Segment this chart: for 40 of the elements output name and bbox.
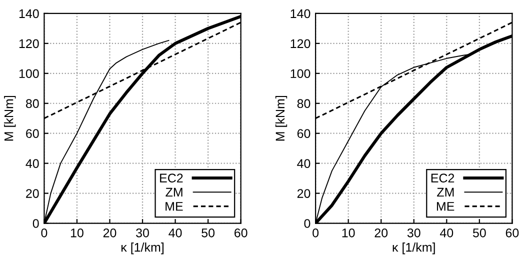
y-tick-label: 40 (26, 159, 39, 168)
y-tick-label: 140 (290, 9, 310, 18)
y-tick-label: 20 (26, 189, 39, 198)
x-tick-label: 0 (41, 228, 48, 238)
y-axis-title: M [kNm] (275, 96, 288, 141)
y-tick-label: 60 (297, 129, 310, 138)
x-tick-label: 60 (234, 228, 248, 238)
x-tick-label: 30 (136, 228, 149, 238)
y-tick-label: 80 (297, 99, 310, 108)
y-tick-label: 20 (297, 189, 310, 198)
y-tick-label: 100 (290, 69, 310, 78)
x-tick-label: 30 (407, 228, 420, 238)
y-tick-label: 120 (19, 39, 39, 48)
x-tick-label: 40 (168, 228, 182, 238)
y-tick-label: 40 (297, 159, 310, 168)
x-tick-label: 10 (342, 228, 355, 238)
x-tick-label: 40 (440, 228, 454, 238)
y-tick-label: 60 (26, 129, 39, 138)
legend-label: ME (166, 202, 183, 211)
y-tick-label: 120 (290, 39, 310, 48)
x-tick-label: 20 (103, 228, 116, 238)
y-tick-label: 80 (26, 99, 39, 108)
x-tick-label: 10 (70, 228, 84, 238)
x-axis-title: κ [1/km] (392, 242, 435, 254)
x-tick-label: 0 (312, 228, 319, 238)
y-axis-title: M [kNm] (4, 96, 16, 141)
x-axis-title: κ [1/km] (121, 242, 164, 254)
x-tick-label: 50 (472, 228, 486, 238)
legend-label: ZM (437, 188, 454, 197)
legend-label: EC2 (431, 174, 454, 182)
legend-label: ZM (166, 188, 182, 197)
x-tick-label: 20 (374, 228, 388, 238)
y-tick-label: 0 (304, 219, 310, 228)
y-tick-label: 100 (19, 69, 39, 78)
y-tick-label: 140 (19, 9, 39, 18)
legend-label: ME (436, 202, 454, 211)
y-tick-label: 0 (32, 219, 39, 228)
legend-label: EC2 (160, 174, 183, 182)
x-tick-label: 60 (506, 228, 519, 238)
x-tick-label: 50 (202, 228, 215, 238)
